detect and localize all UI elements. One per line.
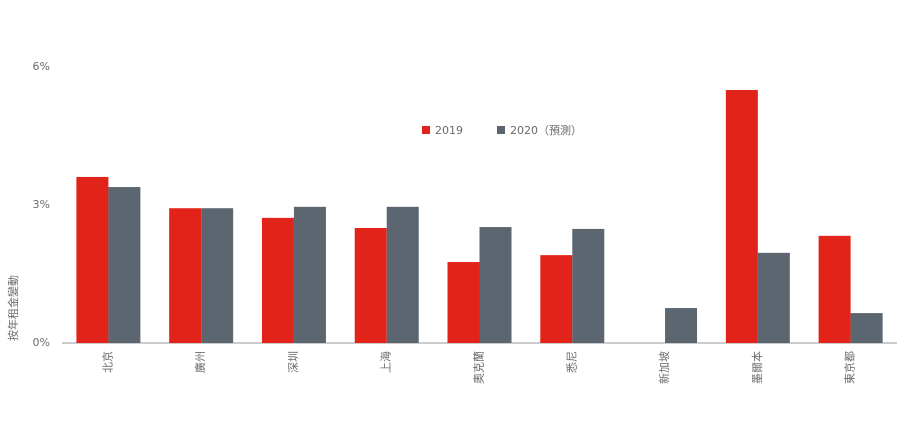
- legend-swatch: [422, 126, 430, 134]
- bar: [261, 217, 294, 343]
- bar: [665, 308, 698, 343]
- bar: [540, 255, 573, 343]
- bar: [76, 176, 109, 343]
- bar: [447, 262, 480, 343]
- x-tick-label: 廣州: [193, 351, 207, 373]
- x-tick-label: 新加坡: [657, 351, 671, 384]
- bar: [108, 187, 141, 343]
- x-tick-label: 奧克蘭: [473, 351, 486, 384]
- legend-swatch: [497, 126, 505, 134]
- bar: [354, 228, 387, 343]
- bar: [725, 90, 758, 343]
- y-axis-label: 按年租金變動: [6, 275, 20, 341]
- bar: [572, 228, 605, 343]
- x-tick-label: 北京: [100, 351, 114, 373]
- bar: [386, 206, 419, 343]
- y-tick-label: 6%: [33, 60, 50, 73]
- bar: [818, 235, 851, 343]
- x-tick-label: 悉尼: [565, 351, 578, 373]
- x-tick-label: 深圳: [287, 351, 300, 373]
- bar: [757, 252, 790, 343]
- bar: [850, 313, 883, 343]
- bar: [201, 208, 234, 343]
- y-tick-label: 0%: [33, 336, 50, 349]
- bar: [479, 227, 512, 343]
- legend-label: 2020（預測）: [510, 123, 582, 137]
- x-tick-label: 上海: [379, 351, 393, 373]
- bar: [169, 208, 202, 343]
- x-tick-label: 墨爾本: [750, 351, 764, 384]
- x-tick-label: 東京都: [843, 351, 857, 384]
- bar: [293, 206, 326, 343]
- legend-label: 2019: [435, 124, 463, 137]
- y-tick-label: 3%: [33, 198, 50, 211]
